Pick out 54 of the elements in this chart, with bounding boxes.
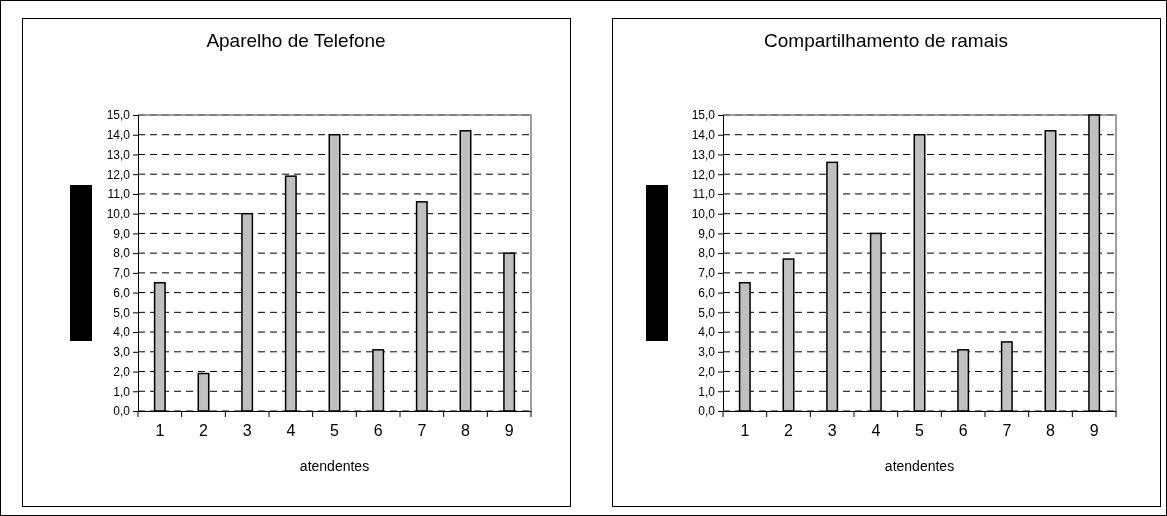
x-tick-label: 2 xyxy=(199,422,209,440)
y-tick-label: 8,0 xyxy=(698,246,716,261)
y-tick-label: 5,0 xyxy=(698,305,716,320)
x-tick-label: 7 xyxy=(1002,422,1012,440)
y-tick-label: 2,0 xyxy=(113,364,131,379)
y-tick-label: 0,0 xyxy=(113,404,131,419)
y-tick-label: 1,0 xyxy=(698,384,716,399)
y-tick-label: 10,0 xyxy=(106,207,131,222)
y-tick-label: 6,0 xyxy=(113,285,131,300)
x-tick-label: 8 xyxy=(461,422,471,440)
x-tick-label: 6 xyxy=(958,422,968,440)
y-tick-label: 9,0 xyxy=(698,226,716,241)
y-tick-label: 3,0 xyxy=(698,345,716,360)
y-tick-label: 7,0 xyxy=(113,266,131,281)
y-tick-label: 5,0 xyxy=(113,305,131,320)
y-tick-label: 1,0 xyxy=(113,384,131,399)
y-tick-label: 15,0 xyxy=(691,108,716,123)
y-tick-label: 15,0 xyxy=(106,108,131,123)
x-tick-label: 4 xyxy=(871,422,881,440)
x-tick-label: 9 xyxy=(1089,422,1099,440)
x-tick-label: 2 xyxy=(784,422,794,440)
y-tick-label: 14,0 xyxy=(691,128,716,143)
x-tick-label: 3 xyxy=(242,422,252,440)
y-tick-label: 2,0 xyxy=(698,364,716,379)
x-tick-label: 1 xyxy=(155,422,165,440)
y-tick-label: 13,0 xyxy=(106,147,131,162)
x-tick-label: 1 xyxy=(740,422,750,440)
y-tick-label: 4,0 xyxy=(113,325,131,340)
x-tick-label: 6 xyxy=(373,422,383,440)
chart-title: Compartilhamento de ramais xyxy=(764,30,1008,51)
x-axis-title: atendentes xyxy=(299,458,370,474)
x-tick-label: 9 xyxy=(504,422,514,440)
y-tick-label: 8,0 xyxy=(113,246,131,261)
y-tick-label: 12,0 xyxy=(106,167,131,182)
chart-title: Aparelho de Telefone xyxy=(206,30,386,51)
y-tick-label: 14,0 xyxy=(106,128,131,143)
y-tick-label: 13,0 xyxy=(691,147,716,162)
y-tick-label: 9,0 xyxy=(113,226,131,241)
x-tick-label: 5 xyxy=(915,422,925,440)
y-tick-label: 6,0 xyxy=(698,285,716,300)
y-tick-label: 4,0 xyxy=(698,325,716,340)
x-tick-label: 7 xyxy=(417,422,427,440)
y-tick-label: 7,0 xyxy=(698,266,716,281)
x-tick-label: 3 xyxy=(827,422,837,440)
x-tick-label: 8 xyxy=(1046,422,1056,440)
y-tick-label: 11,0 xyxy=(692,187,716,202)
y-tick-label: 0,0 xyxy=(698,404,716,419)
x-axis-title: atendentes xyxy=(884,458,955,474)
y-tick-label: 3,0 xyxy=(113,345,131,360)
y-tick-label: 10,0 xyxy=(691,207,716,222)
y-tick-label: 11,0 xyxy=(107,187,131,202)
x-tick-label: 5 xyxy=(330,422,340,440)
y-tick-label: 12,0 xyxy=(691,167,716,182)
x-tick-label: 4 xyxy=(286,422,296,440)
